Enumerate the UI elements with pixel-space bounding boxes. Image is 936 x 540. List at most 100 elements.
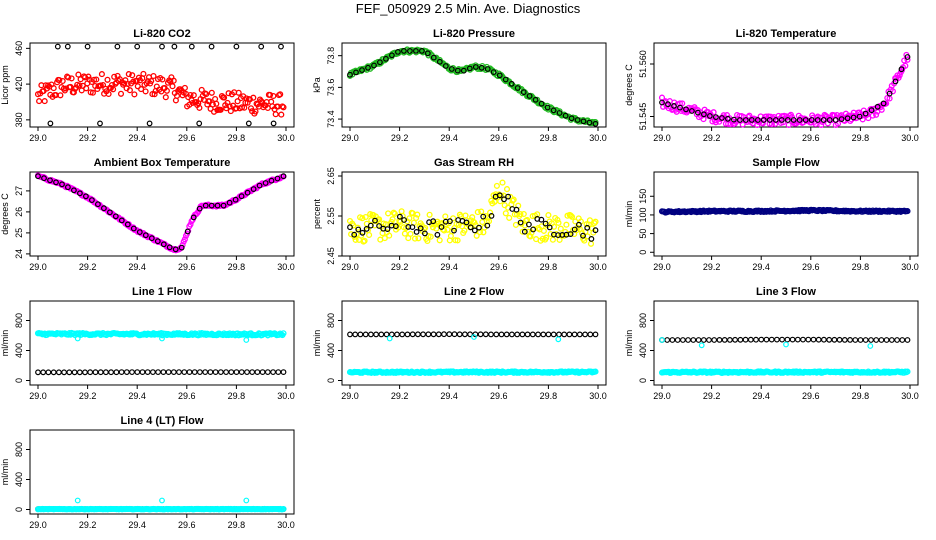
data-point <box>347 71 353 78</box>
data-point <box>899 337 906 343</box>
data-point <box>196 104 203 111</box>
series-0 <box>34 70 287 118</box>
data-point <box>878 106 885 113</box>
data-point <box>64 43 71 50</box>
data-point <box>512 221 519 228</box>
plot-frame <box>653 171 919 257</box>
x-tick-label: 29.4 <box>752 391 770 401</box>
data-point <box>867 343 874 349</box>
data-point <box>501 196 507 203</box>
data-point <box>114 43 121 50</box>
panel-ambient-box-temperature: Ambient Box Temperature degrees C 29.0 29.2… <box>0 157 295 272</box>
data-point <box>574 117 581 123</box>
data-point <box>503 331 510 338</box>
data-point <box>546 224 553 231</box>
series-0 <box>659 336 911 343</box>
x-tick-label: 29.2 <box>391 262 409 272</box>
x-tick-label: 29.2 <box>703 391 721 401</box>
data-point <box>763 336 770 343</box>
x-tick-label: 29.4 <box>440 262 458 272</box>
y-tick-label: 400 <box>14 343 24 358</box>
data-point <box>179 241 186 249</box>
y-tick-label: 460 <box>14 41 24 56</box>
data-point <box>235 89 242 96</box>
data-point <box>540 331 547 338</box>
data-point <box>401 48 407 54</box>
data-point <box>70 89 77 96</box>
plot-frame <box>29 171 295 257</box>
x-tick-label: 29.8 <box>228 133 246 143</box>
x-tick-label: 30.0 <box>589 262 607 272</box>
y-tick-label: 2.65 <box>326 167 336 185</box>
series-0 <box>658 206 911 216</box>
data-point <box>378 331 385 338</box>
data-point <box>47 120 54 127</box>
data-point <box>865 115 872 122</box>
data-point <box>419 48 425 54</box>
data-point <box>352 236 359 243</box>
data-point <box>831 336 838 343</box>
data-point <box>139 369 146 376</box>
x-tick-label: 29.0 <box>29 391 47 401</box>
data-point <box>391 210 398 217</box>
data-point <box>136 229 143 236</box>
x-tick-label: 29.2 <box>391 391 409 401</box>
y-tick-label: 0 <box>14 507 24 512</box>
data-point <box>68 75 75 82</box>
data-point <box>808 117 815 123</box>
data-point <box>519 331 526 338</box>
data-point <box>89 89 96 96</box>
data-point <box>510 196 517 203</box>
data-point <box>821 336 827 343</box>
y-tick-label: 800 <box>14 313 24 328</box>
y-tick-label: 50 <box>638 229 648 239</box>
data-point <box>268 177 275 184</box>
data-point <box>538 223 545 230</box>
data-point <box>74 335 81 342</box>
y-axis-label: degrees C <box>0 193 10 235</box>
data-point <box>389 52 395 59</box>
panel-gas-stream-rh: Gas Stream RH percent 29.0 29.2 29.4 29.6 29.8… <box>312 157 607 272</box>
y-tick-label: 73.6 <box>326 79 336 97</box>
data-point <box>278 111 285 118</box>
data-point <box>758 336 765 343</box>
data-point <box>394 331 400 338</box>
data-point <box>526 221 532 228</box>
y-tick-label: 51.560 <box>638 50 648 78</box>
y-axis-label: Licor ppm <box>0 65 10 105</box>
panel-li820-co2: Li-820 CO2 Licor ppm 29.0 29.2 29.4 29.6 29.8 3… <box>0 28 295 143</box>
data-point <box>252 108 259 115</box>
y-axis-label: ml/min <box>624 330 634 357</box>
x-tick-label: 29.4 <box>128 262 146 272</box>
data-point <box>124 80 131 88</box>
data-point <box>138 86 145 93</box>
data-point <box>351 231 358 238</box>
x-tick-label: 29.4 <box>752 133 770 143</box>
data-point <box>883 100 890 107</box>
data-point <box>386 232 393 239</box>
data-point <box>901 57 908 64</box>
data-point <box>442 63 449 69</box>
data-point <box>545 212 552 219</box>
data-point <box>430 54 437 61</box>
y-tick-label: 51.545 <box>638 103 648 131</box>
data-point <box>796 117 803 123</box>
data-point <box>526 93 533 99</box>
x-tick-label: 30.0 <box>901 391 919 401</box>
data-point <box>171 43 178 50</box>
data-point <box>509 331 515 338</box>
data-point <box>357 331 364 338</box>
data-point <box>65 74 72 81</box>
data-point <box>104 76 111 83</box>
data-point <box>270 369 277 376</box>
data-point <box>430 331 437 338</box>
x-tick-label: 29.6 <box>490 391 508 401</box>
data-point <box>233 43 240 50</box>
data-point <box>361 237 368 244</box>
y-axis-label: kPa <box>312 77 322 93</box>
x-tick-label: 29.0 <box>341 262 359 272</box>
data-point <box>149 369 156 376</box>
data-point <box>700 337 707 343</box>
data-point <box>446 331 453 338</box>
data-point <box>521 228 528 235</box>
